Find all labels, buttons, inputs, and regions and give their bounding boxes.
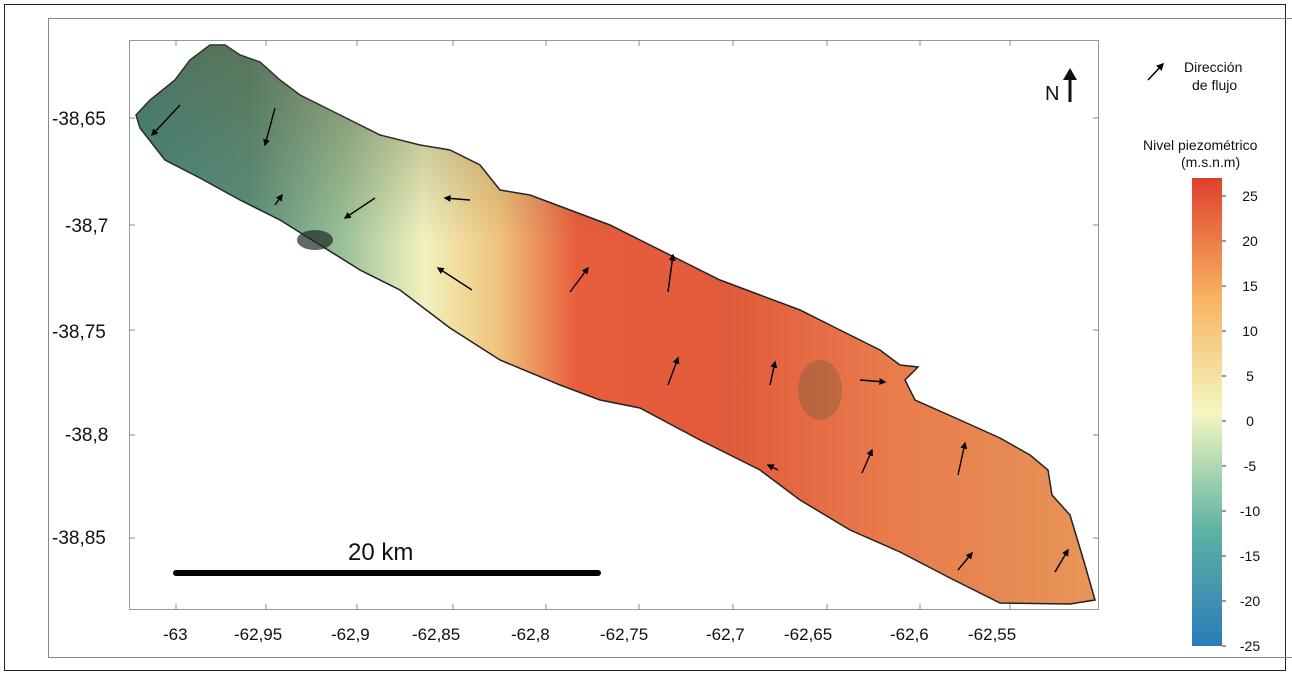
colorbar-units: (m.s.n.m) [1181,154,1240,170]
colorbar-tick-label: -25 [1240,638,1260,654]
colorbar-gradient [1192,178,1222,646]
flow-direction-arrow [861,448,873,474]
colorbar-tick-label: 25 [1242,188,1258,204]
scale-bar: 20 km [173,539,601,576]
figure-outer-frame [4,4,1286,671]
colorbar: Nivel piezométrico (m.s.n.m) 25 20 15 10 5 0 -… [1143,137,1260,654]
dark-ridge [798,360,842,420]
y-tick-label: -38,7 [65,216,108,237]
north-label: N [1045,83,1059,105]
y-tick-label: -38,85 [52,528,106,549]
y-tick-label: -38,65 [52,109,106,130]
colorbar-tick-label: 5 [1246,368,1254,384]
north-arrow: N [1045,68,1077,105]
colorbar-tick-label: 20 [1242,233,1258,249]
flow-direction-arrow [769,360,778,386]
flow-direction-arrow [436,267,473,291]
dark-depression [297,230,333,250]
scale-bar-label: 20 km [348,539,413,566]
flow-direction-arrow [274,193,283,206]
x-tick-label: -62,95 [234,625,282,644]
colorbar-tick-label: -5 [1244,458,1257,474]
colorbar-tick-label: 10 [1242,323,1258,339]
flow-direction-arrow [263,107,276,147]
flow-direction-arrow [1054,548,1069,573]
x-tick-label: -62,9 [331,625,370,644]
flow-direction-arrow [343,197,376,219]
flow-direction-arrow [667,356,680,386]
colorbar-ticks: 25 20 15 10 5 0 -5 -10 -15 -20 -25 [1222,188,1260,654]
flow-direction-arrow [151,104,181,137]
x-tick-label: -62,7 [706,625,745,644]
x-axis-labels: -63 -62,95 -62,9 -62,85 -62,8 -62,75 -62… [163,625,1016,644]
flow-direction-arrow [859,378,887,386]
flow-direction-arrow [569,266,589,293]
y-tick-label: -38,8 [65,425,108,446]
x-tick-label: -62,55 [968,625,1016,644]
flow-direction-arrow [667,253,676,293]
x-tick-label: -62,65 [784,625,832,644]
x-tick-label: -63 [163,625,188,644]
figure-inner-frame [48,18,1292,658]
x-tick-label: -62,6 [890,625,929,644]
terrain-shading [136,45,1095,604]
x-tick-label: -62,85 [412,625,460,644]
colorbar-title: Nivel piezométrico [1143,137,1258,153]
colorbar-tick-label: -15 [1240,548,1260,564]
colorbar-tick-label: 0 [1246,413,1254,429]
x-tick-label: -62,8 [511,625,550,644]
y-axis-labels: -38,65 -38,7 -38,75 -38,8 -38,85 [52,109,108,549]
flow-direction-arrow [766,464,779,471]
colorbar-tick-label: 15 [1242,278,1258,294]
colorbar-tick-label: -20 [1240,593,1260,609]
legend-arrow-line1: Dirección [1184,59,1242,75]
north-arrow-icon [1063,68,1077,80]
flow-direction-legend: Dirección de flujo [1147,59,1242,93]
flow-arrows [151,104,1069,573]
map-plot-area [129,40,1099,610]
legend-arrow-line2: de flujo [1192,77,1237,93]
x-tick-label: -62,75 [600,625,648,644]
flow-direction-arrow [957,551,973,571]
colorbar-tick-label: -10 [1240,503,1260,519]
flow-direction-arrow [957,441,968,476]
y-tick-label: -38,75 [52,322,106,343]
flow-direction-arrow [443,194,471,202]
